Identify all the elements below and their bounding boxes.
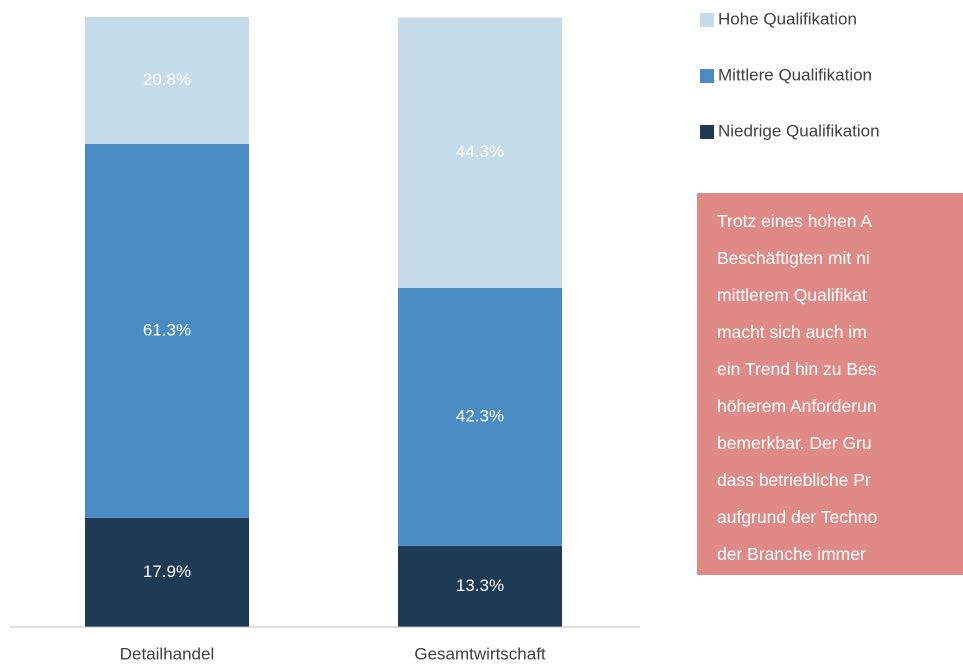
annotation-box: Trotz eines hohen A Beschäftigten mit ni m… <box>697 193 963 601</box>
legend-swatch <box>700 69 714 83</box>
x-tick-label: Detailhandel <box>120 644 215 663</box>
annotation-line: ein Trend hin zu Bes <box>717 359 877 379</box>
annotation-line: mittlerem Qualifikat <box>717 285 867 305</box>
bar-segment <box>398 545 562 627</box>
bar-segment <box>85 143 249 518</box>
annotation-line: bemerkbar. Der Gru <box>717 433 872 453</box>
data-label: 17.9% <box>143 562 191 581</box>
annotation-line: höherem Anforderun <box>717 396 877 416</box>
data-label: 44.3% <box>456 142 504 161</box>
bar-segment <box>398 287 562 546</box>
data-label: 13.3% <box>456 576 504 595</box>
data-label: 61.3% <box>143 320 191 339</box>
x-tick-label: Gesamtwirtschaft <box>414 644 546 663</box>
bar-segment <box>398 17 562 288</box>
legend-label: Hohe Qualifikation <box>718 9 857 28</box>
annotation-line: und anspruchsvolle <box>717 581 868 601</box>
bar-segment <box>85 517 249 627</box>
annotation-line: Beschäftigten mit ni <box>717 248 870 268</box>
annotation-line: aufgrund der Techno <box>717 507 878 527</box>
legend-label: Niedrige Qualifikation <box>718 121 880 140</box>
annotation-line: macht sich auch im <box>717 322 867 342</box>
legend-swatch <box>700 13 714 27</box>
annotation-line: Trotz eines hohen A <box>717 211 873 231</box>
legend-swatch <box>700 125 714 139</box>
annotation-line: dass betriebliche Pr <box>717 470 871 490</box>
data-label: 42.3% <box>456 406 504 425</box>
bar-segment <box>85 17 249 144</box>
data-label: 20.8% <box>143 70 191 89</box>
annotation-line: der Branche immer <box>717 544 866 564</box>
legend-label: Mittlere Qualifikation <box>718 65 872 84</box>
